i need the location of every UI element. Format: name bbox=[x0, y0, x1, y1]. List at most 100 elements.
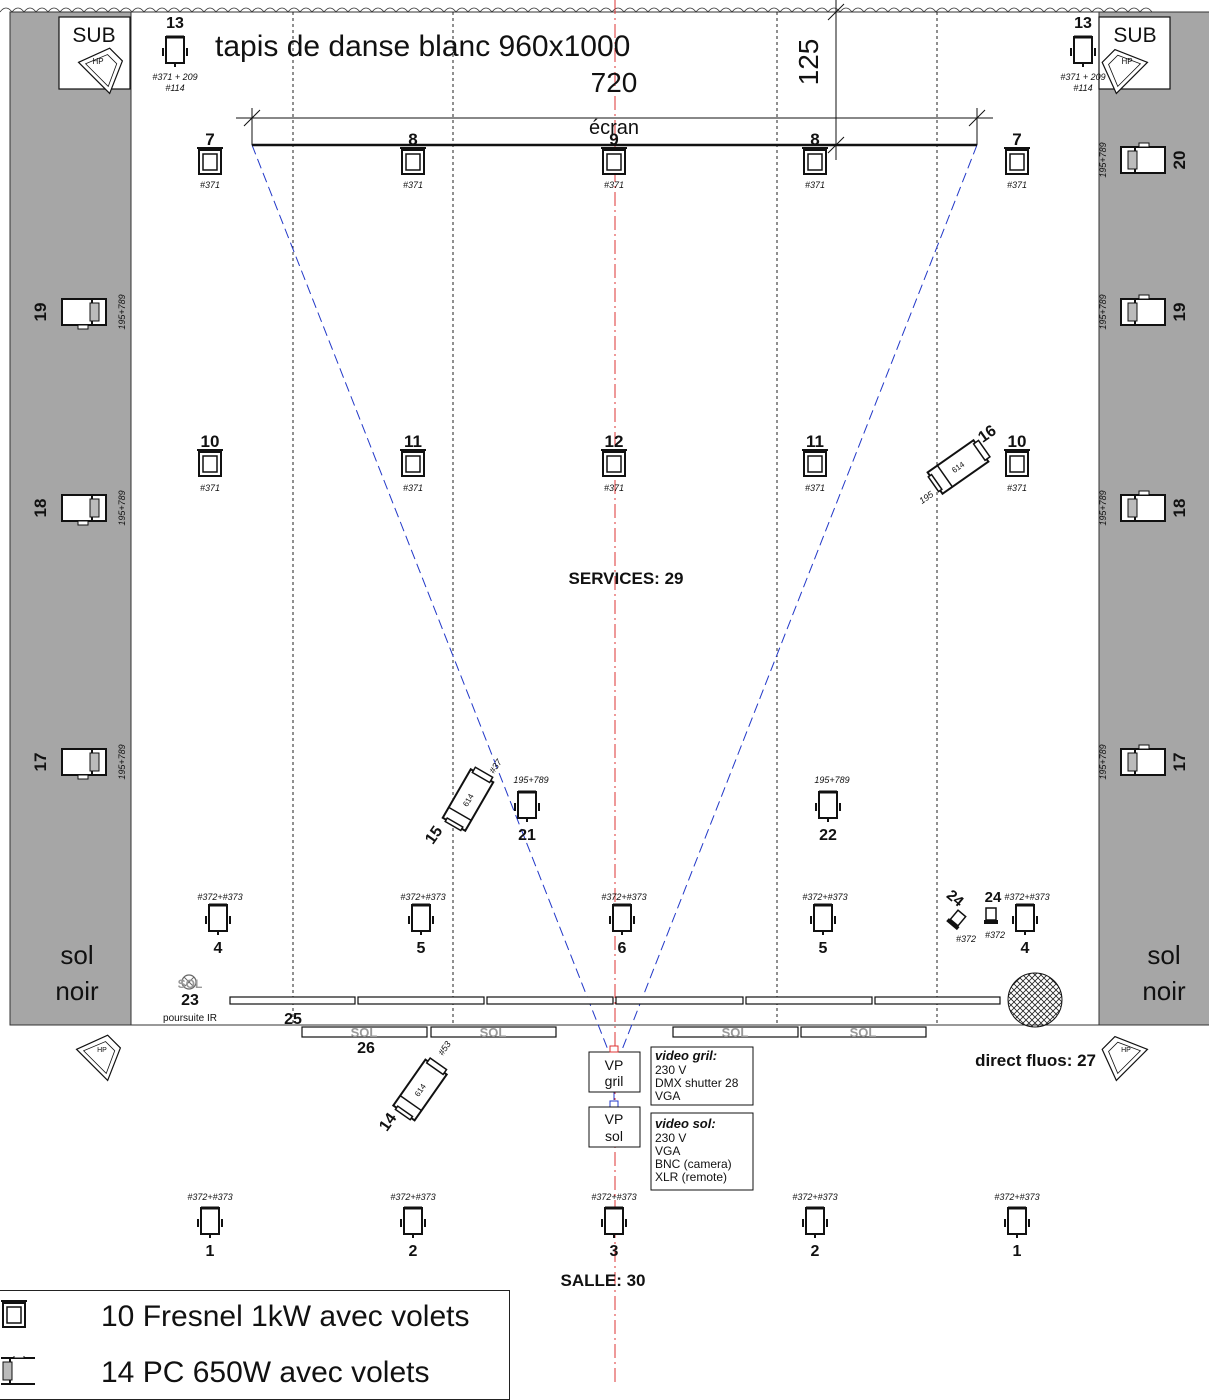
fixture-number: 4 bbox=[214, 940, 223, 957]
svg-text:SOL: SOL bbox=[351, 1025, 378, 1040]
side-light-left-17 bbox=[61, 748, 107, 780]
gel-label: #372+#373 bbox=[591, 1192, 636, 1202]
gel-label: #372 bbox=[985, 930, 1005, 940]
fixture-number: 5 bbox=[819, 940, 828, 957]
gel-label: #371 + 209 bbox=[1060, 72, 1105, 82]
floor-bar-26 bbox=[301, 1026, 927, 1038]
gel-label: 195+789 bbox=[1098, 490, 1108, 525]
svg-text:SOL: SOL bbox=[178, 977, 203, 991]
fixture-top-13-1 bbox=[161, 35, 189, 69]
svg-text:sol: sol bbox=[1147, 940, 1180, 970]
gel-label: 195+789 bbox=[1098, 744, 1108, 779]
fixture-number: 19 bbox=[1170, 303, 1189, 322]
gel-label: #53 bbox=[436, 1039, 453, 1057]
legend-label-pc: 14 PC 650W avec volets bbox=[101, 1356, 430, 1389]
svg-text:HP: HP bbox=[1121, 1047, 1131, 1054]
screen-width: 720 bbox=[591, 67, 638, 98]
fixture-number: 17 bbox=[31, 753, 50, 772]
side-light-right-20 bbox=[1120, 142, 1166, 174]
fixture-back-4 bbox=[801, 147, 829, 175]
gel-label: 195+789 bbox=[117, 744, 127, 779]
floor-bar-25 bbox=[229, 996, 1001, 1005]
par-24-1 bbox=[946, 909, 967, 931]
svg-text:VGA: VGA bbox=[655, 1089, 680, 1103]
dance-floor bbox=[130, 11, 1100, 1026]
floor-label-left: sol noir bbox=[55, 940, 99, 1006]
pc-icon bbox=[0, 1352, 101, 1391]
fixture-number: 1 bbox=[1013, 1243, 1022, 1260]
fixture-number: 17 bbox=[1170, 753, 1189, 772]
screen-depth: 125 bbox=[793, 39, 824, 86]
svg-text:SOL: SOL bbox=[722, 1025, 749, 1040]
fixture-number: 20 bbox=[1170, 151, 1189, 170]
side-light-left-18 bbox=[61, 494, 107, 526]
par-24-2 bbox=[984, 907, 998, 924]
gel-label: 195+789 bbox=[117, 490, 127, 525]
svg-text:sol: sol bbox=[60, 940, 93, 970]
fixture-salle-1 bbox=[196, 1206, 224, 1240]
svg-text:SOL: SOL bbox=[850, 1025, 877, 1040]
fixture-salle-5 bbox=[1003, 1206, 1031, 1240]
gel-label: #372+#373 bbox=[400, 892, 445, 902]
svg-text:video sol:: video sol: bbox=[655, 1116, 716, 1131]
gel-label: 195+789 bbox=[117, 294, 127, 329]
gel-label: #371 bbox=[403, 483, 423, 493]
fixture-front-4 bbox=[809, 903, 837, 937]
gel-label: #372+#373 bbox=[601, 892, 646, 902]
fixture-number: 13 bbox=[166, 15, 184, 32]
fluo-hatch-circle bbox=[1007, 972, 1063, 1028]
fixture-top-13-2 bbox=[1069, 35, 1097, 69]
screen-label: écran bbox=[589, 117, 639, 139]
svg-text:230 V: 230 V bbox=[655, 1131, 686, 1145]
services-label: SERVICES: 29 bbox=[569, 569, 684, 588]
video-gril-box: video gril: 230 V DMX shutter 28 VGA bbox=[650, 1046, 754, 1106]
fixture-back-2 bbox=[399, 147, 427, 175]
svg-text:poursuite IR: poursuite IR bbox=[163, 1013, 217, 1024]
fixture-mid-4 bbox=[801, 449, 829, 477]
fixture-number: 21 bbox=[518, 827, 536, 844]
svg-text:SUB: SUB bbox=[1113, 24, 1156, 47]
gel-label: #371 bbox=[805, 180, 825, 190]
svg-text:XLR (remote): XLR (remote) bbox=[655, 1170, 727, 1184]
floor-label-right: sol noir bbox=[1142, 940, 1186, 1006]
legend-box: 10 Fresnel 1kW avec volets 14 PC 650W av… bbox=[0, 1290, 510, 1400]
gel-label: #114 bbox=[1073, 83, 1092, 93]
side-light-right-19 bbox=[1120, 294, 1166, 326]
gel-label: #372+#373 bbox=[994, 1192, 1039, 1202]
vp-gril: VP gril bbox=[588, 1045, 641, 1108]
svg-text:BNC (camera): BNC (camera) bbox=[655, 1157, 732, 1171]
side-lights-left: 19 195+789 18 195+789 17 195+789 bbox=[31, 294, 127, 780]
sub-right: SUB HP bbox=[1093, 16, 1171, 95]
fresnel-icon bbox=[0, 1299, 101, 1335]
fixture-pc-22 bbox=[814, 790, 842, 824]
fixture-salle-3 bbox=[600, 1206, 628, 1240]
fixture-front-2 bbox=[407, 903, 435, 937]
fixture-number: 11 bbox=[404, 432, 422, 451]
dimension-125 bbox=[827, 0, 845, 160]
dimension-720 bbox=[236, 108, 993, 145]
gel-label: 195+789 bbox=[513, 775, 548, 785]
side-light-right-18 bbox=[1120, 490, 1166, 522]
svg-text:gril: gril bbox=[605, 1073, 624, 1089]
gel-label: #371 bbox=[403, 180, 423, 190]
svg-text:HP: HP bbox=[1121, 57, 1132, 66]
fixture-number: 7 bbox=[205, 130, 214, 149]
legend-item-pc: 14 PC 650W avec volets bbox=[0, 1352, 430, 1393]
fixture-number: 12 bbox=[605, 432, 624, 451]
svg-text:VP: VP bbox=[605, 1111, 624, 1127]
gel-label: #372+#373 bbox=[792, 1192, 837, 1202]
curtain-top bbox=[0, 7, 1153, 13]
fixture-number: 11 bbox=[806, 432, 824, 451]
gel-label: 195+789 bbox=[814, 775, 849, 785]
svg-text:DMX shutter 28: DMX shutter 28 bbox=[655, 1076, 739, 1090]
sub-left: SUB HP bbox=[58, 16, 133, 95]
fixture-number: 10 bbox=[201, 432, 220, 451]
gel-label: #372+#373 bbox=[197, 892, 242, 902]
dance-floor-title: tapis de danse blanc 960x1000 bbox=[215, 30, 630, 63]
gel-label: #371 bbox=[805, 483, 825, 493]
side-light-right-17 bbox=[1120, 744, 1166, 776]
fixture-number: 1 bbox=[206, 1243, 215, 1260]
legend-label-fresnel: 10 Fresnel 1kW avec volets bbox=[101, 1300, 470, 1333]
svg-text:VP: VP bbox=[605, 1057, 624, 1073]
fixture-number: 10 bbox=[1008, 432, 1027, 451]
